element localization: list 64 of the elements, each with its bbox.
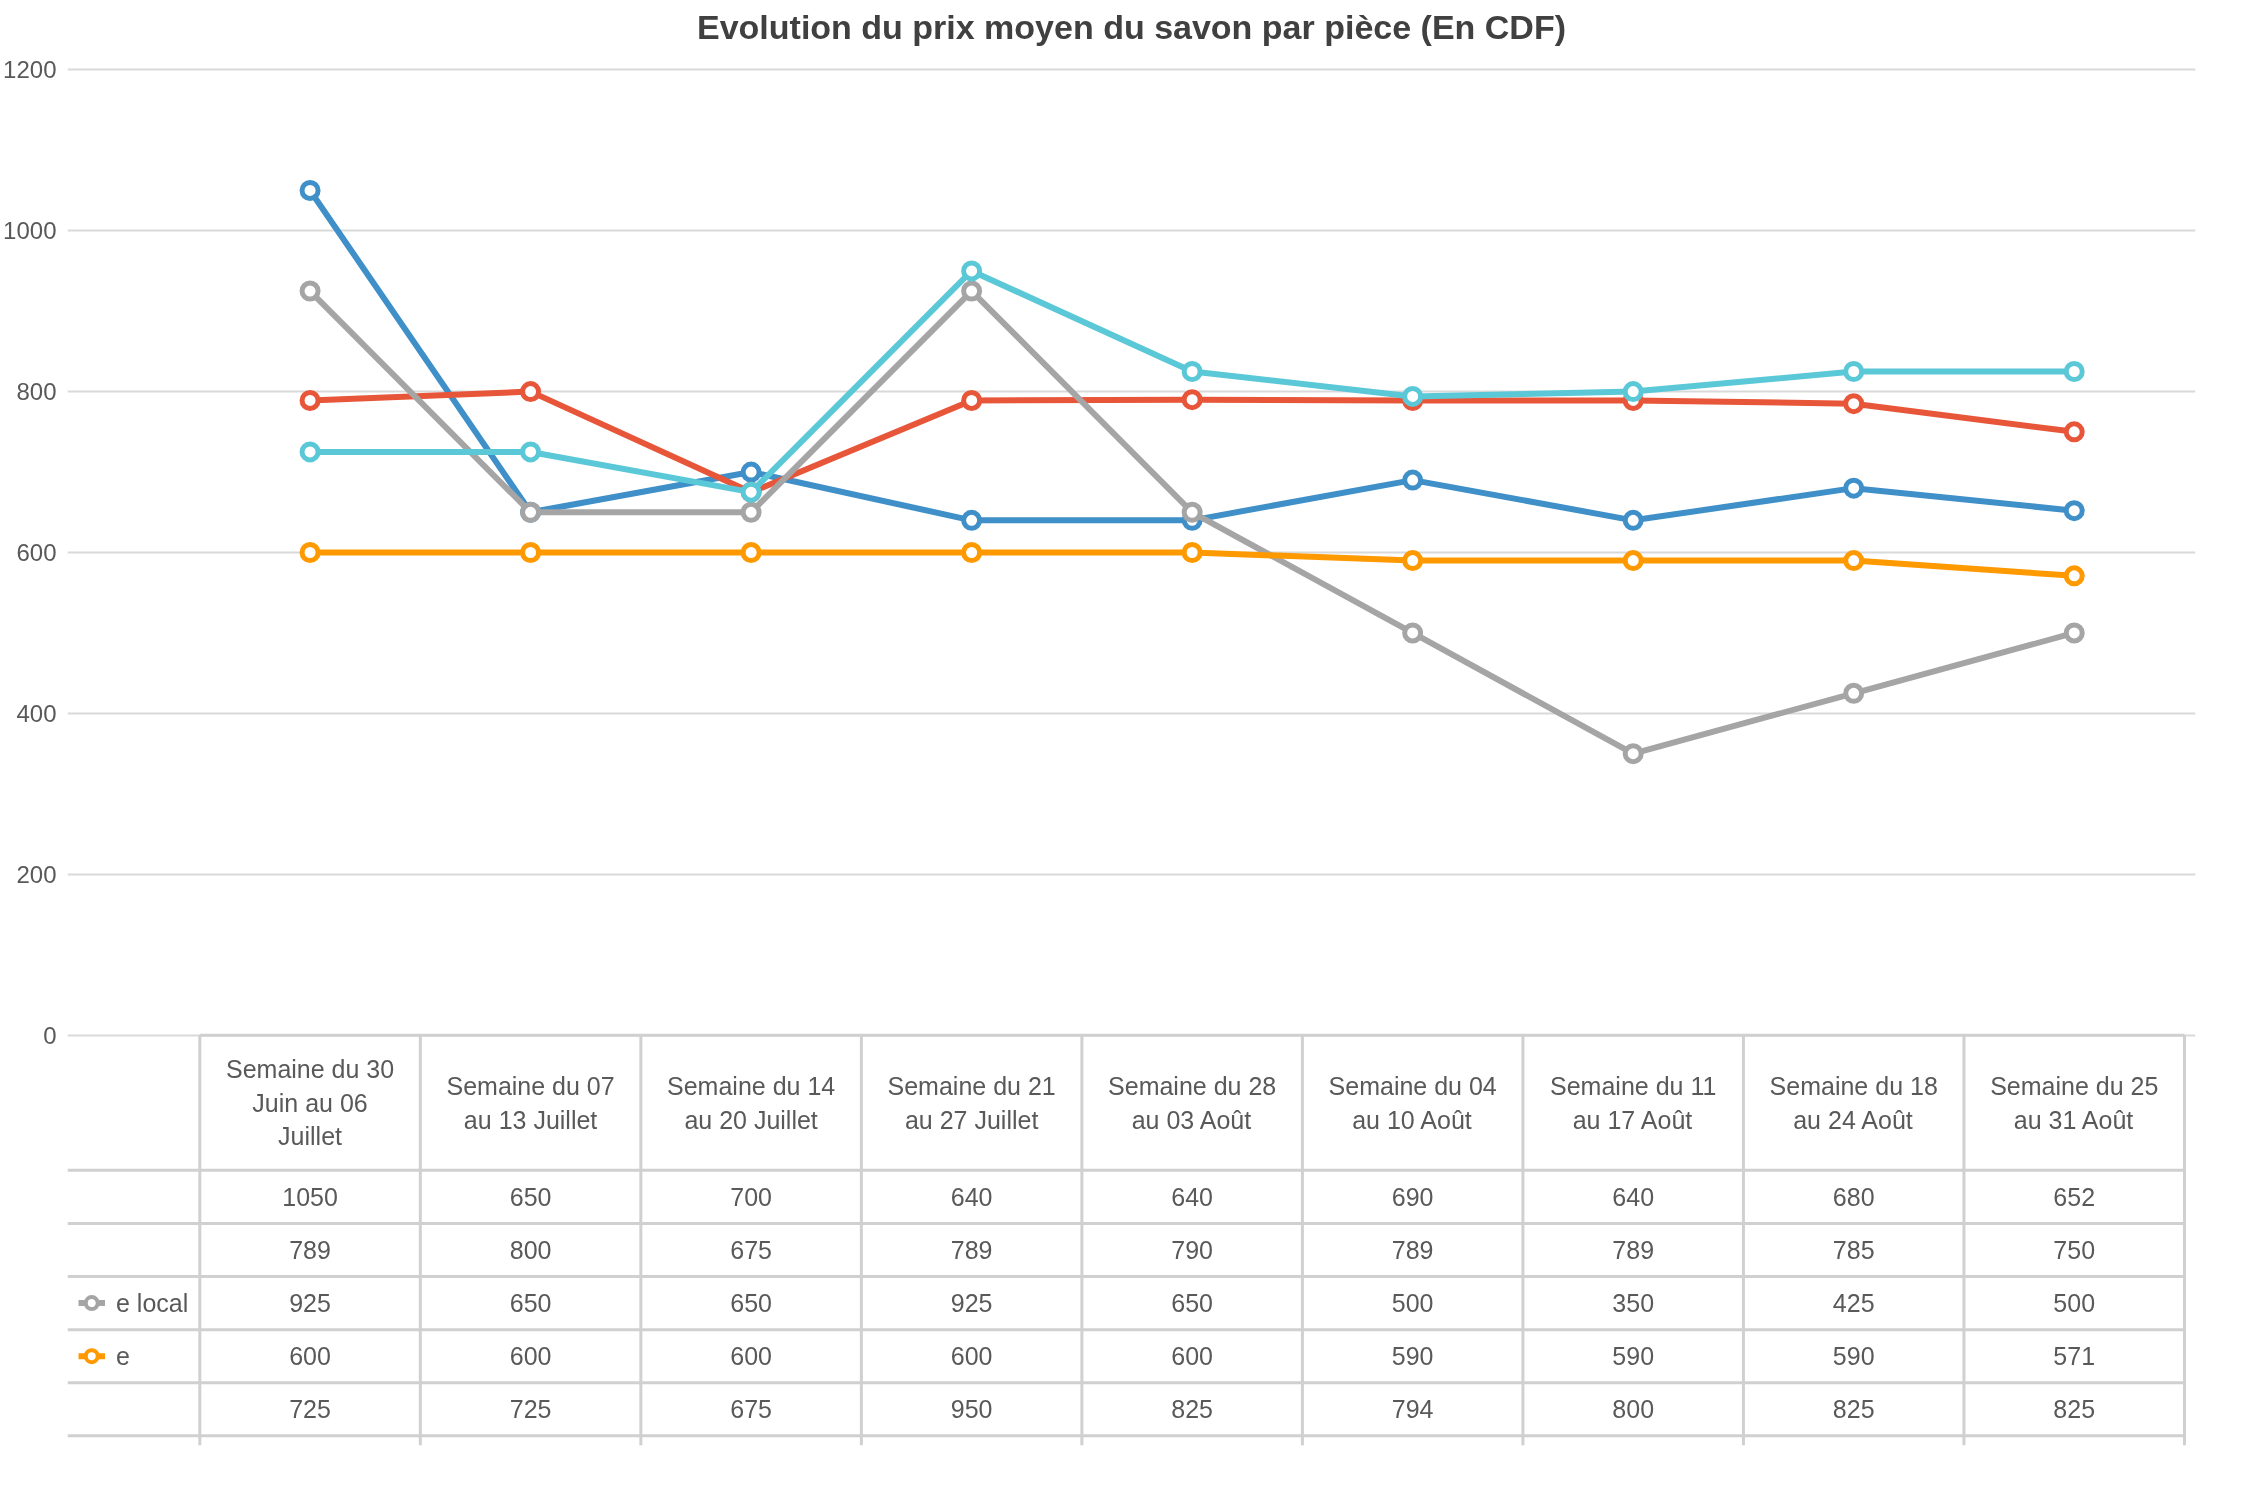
legend-label: e local [116,1289,189,1318]
legend-label: e [116,1342,130,1371]
data-label: 590 [1832,1342,1875,1371]
data-label: 600 [1171,1342,1214,1371]
data-label: 652 [2053,1182,2096,1211]
data-label: 789 [950,1236,993,1265]
data-label: 789 [1612,1236,1655,1265]
data-label: 590 [1612,1342,1655,1371]
data-label: 1050 [282,1182,338,1211]
data-label: 640 [1171,1182,1214,1211]
data-label: 600 [509,1342,552,1371]
data-label: 800 [1612,1395,1655,1424]
data-label: 640 [1612,1182,1655,1211]
data-label: 750 [2053,1236,2096,1265]
y-tick-label: 400 [16,699,57,727]
data-label: 800 [509,1236,552,1265]
y-tick-label: 0 [43,1021,57,1049]
data-label: 640 [950,1182,993,1211]
x-tick-label: Semaine du 28 au 03 Août [1108,1071,1277,1134]
data-label: 925 [289,1289,331,1318]
x-tick-label: Semaine du 25 au 31 Août [1990,1071,2159,1134]
data-label: 500 [1391,1289,1434,1318]
data-label: 650 [1171,1289,1214,1318]
data-label: 700 [730,1182,772,1211]
x-tick-label: Semaine du 18 au 24 Août [1769,1071,1938,1134]
data-label: 571 [2053,1342,2096,1371]
data-label: 785 [1832,1236,1875,1265]
data-label: 675 [730,1236,772,1265]
data-label: 500 [2053,1289,2096,1318]
y-tick-label: 200 [16,860,57,888]
data-label: 825 [1832,1395,1875,1424]
data-label: 825 [1171,1395,1214,1424]
data-label: 789 [289,1236,331,1265]
x-tick-label: Semaine du 21 au 27 Juillet [887,1071,1056,1134]
data-label: 650 [509,1182,552,1211]
chart-title: Evolution du prix moyen du savon par pièce (En CDF) [697,7,1566,46]
y-tick-label: 800 [16,378,57,406]
data-label: 690 [1391,1182,1434,1211]
data-label: 725 [289,1395,331,1424]
data-label: 600 [289,1342,331,1371]
x-tick-label: Semaine du 04 au 10 Août [1328,1071,1497,1134]
x-tick-label: Semaine du 14 au 20 Juillet [667,1071,836,1134]
data-label: 925 [950,1289,993,1318]
data-label: 680 [1832,1182,1875,1211]
data-label: 825 [2053,1395,2096,1424]
data-label: 650 [509,1289,552,1318]
x-tick-label: Semaine du 11 au 17 Août [1550,1071,1717,1134]
y-tick-label: 1000 [3,217,57,245]
data-label: 790 [1171,1236,1214,1265]
data-label: 794 [1391,1395,1434,1424]
data-label: 600 [730,1342,772,1371]
data-label: 425 [1832,1289,1875,1318]
x-tick-label: Semaine du 07 au 13 Juillet [446,1071,615,1134]
data-label: 675 [730,1395,772,1424]
data-label: 600 [950,1342,993,1371]
data-label: 725 [509,1395,552,1424]
data-label: 650 [730,1289,772,1318]
y-tick-label: 1200 [3,56,57,84]
data-label: 350 [1612,1289,1655,1318]
data-label: 950 [950,1395,993,1424]
y-tick-label: 600 [16,539,57,567]
data-label: 590 [1391,1342,1434,1371]
data-label: 789 [1391,1236,1434,1265]
x-tick-label: Semaine du 30 Juin au 06 Juillet [225,1055,395,1151]
